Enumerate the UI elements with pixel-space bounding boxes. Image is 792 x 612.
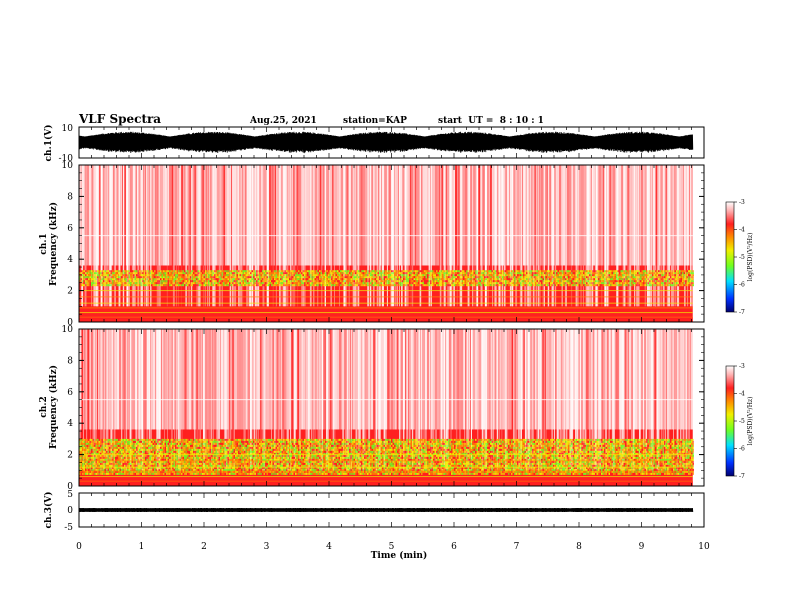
time-ticks xyxy=(78,127,705,527)
ch1-spectrogram-ylabel-channel: ch.1 xyxy=(39,233,49,254)
time-tick-label: 7 xyxy=(514,542,520,552)
station-label: station=KAP xyxy=(343,116,407,126)
time-tick-label: 10 xyxy=(698,542,710,552)
ch1-colorbar-bar xyxy=(725,201,735,313)
date-label: Aug.25, 2021 xyxy=(249,116,317,126)
spec1-ytick-label: 8 xyxy=(67,192,73,202)
ch2-spectrogram-ylabel-freq: Frequency (kHz) xyxy=(48,365,59,449)
time-tick-label: 0 xyxy=(76,542,82,552)
spec2-ytick-label: 0 xyxy=(67,482,73,492)
time-tick-label: 9 xyxy=(639,542,645,552)
colorbar-tick-label: -5 xyxy=(739,418,745,425)
spec1-ytick-label: 4 xyxy=(67,255,73,265)
colorbar-tick-label: -3 xyxy=(739,363,745,370)
spec1-ytick-label: 0 xyxy=(67,318,73,328)
ch3-waveform-ylabel: ch.3(V) xyxy=(43,492,54,529)
ch3-waveform-ytick-mid: 0 xyxy=(67,506,73,516)
figure-title: VLF Spectra xyxy=(78,112,161,126)
time-tick-label: 1 xyxy=(139,542,145,552)
ch3-waveform-line xyxy=(78,507,694,513)
ch1-spectrogram-panel: 0 2 4 6 8 10 ch.1 Frequency (kHz) xyxy=(39,161,705,328)
ch2-colorbar-bar xyxy=(725,365,735,477)
spec2-ytick-label: 2 xyxy=(67,451,73,461)
ch1-waveform-ytick-bottom: -10 xyxy=(59,154,74,164)
colorbar-tick-label: -6 xyxy=(739,446,745,453)
x-axis-label: Time (min) xyxy=(371,550,428,561)
colorbar-tick-label: -4 xyxy=(739,391,745,398)
colorbar-tick-label: -7 xyxy=(739,309,745,316)
spec2-ytick-label: 6 xyxy=(67,388,73,398)
time-tick-label: 2 xyxy=(201,542,207,552)
spec2-ytick-label: 4 xyxy=(67,419,73,429)
time-tick-label: 4 xyxy=(326,542,332,552)
ch2-colorbar: -3 -4 -5 -6 -7 log(PSD)(V²/Hz) xyxy=(725,363,754,480)
ch2-spectrogram-ylabel-channel: ch.2 xyxy=(39,396,49,417)
ch1-spectrogram-image xyxy=(79,165,694,322)
time-tick-labels: 0 1 2 3 4 5 6 7 8 9 10 xyxy=(76,542,710,552)
spec2-ytick-label: 8 xyxy=(67,356,73,366)
ch2-spectrogram-image xyxy=(79,329,694,486)
ch2-colorbar-label: log(PSD)(V²/Hz) xyxy=(747,397,754,446)
ch1-waveform-ylabel: ch.1(V) xyxy=(43,125,54,162)
colorbar-tick-label: -4 xyxy=(739,227,745,234)
start-ut-label: start UT = 8 : 10 : 1 xyxy=(438,116,544,126)
colorbar-tick-label: -6 xyxy=(739,282,745,289)
ch3-waveform-ytick-bottom: -5 xyxy=(64,523,73,533)
spec2-ytick-label: 10 xyxy=(62,325,74,335)
colorbar-tick-label: -7 xyxy=(739,473,745,480)
ch1-waveform-ytick-top: 10 xyxy=(62,124,74,134)
time-tick-label: 3 xyxy=(264,542,270,552)
ch2-spectrogram-panel: 0 2 4 6 8 10 ch.2 Frequency (kHz) xyxy=(39,325,705,492)
time-tick-label: 5 xyxy=(389,542,395,552)
colorbar-tick-label: -5 xyxy=(739,254,745,261)
ch1-colorbar: -3 -4 -5 -6 -7 log(PSD)(V²/Hz) xyxy=(725,199,754,316)
time-tick-label: 8 xyxy=(576,542,582,552)
ch3-waveform-panel: 5 0 -5 ch.3(V) xyxy=(43,490,705,533)
spec1-ytick-label: 6 xyxy=(67,224,73,234)
ch1-waveform-panel: 10 -10 ch.1(V) xyxy=(43,124,705,164)
spec1-ytick-label: 2 xyxy=(67,287,73,297)
ch1-waveform-line xyxy=(78,131,694,154)
colorbar-tick-label: -3 xyxy=(739,199,745,206)
spec1-ytick-label: 10 xyxy=(62,161,74,171)
ch3-waveform-ytick-top: 5 xyxy=(67,490,73,500)
ch1-spectrogram-ylabel-freq: Frequency (kHz) xyxy=(48,202,59,286)
ch1-colorbar-label: log(PSD)(V²/Hz) xyxy=(747,233,754,282)
time-tick-label: 6 xyxy=(451,542,457,552)
